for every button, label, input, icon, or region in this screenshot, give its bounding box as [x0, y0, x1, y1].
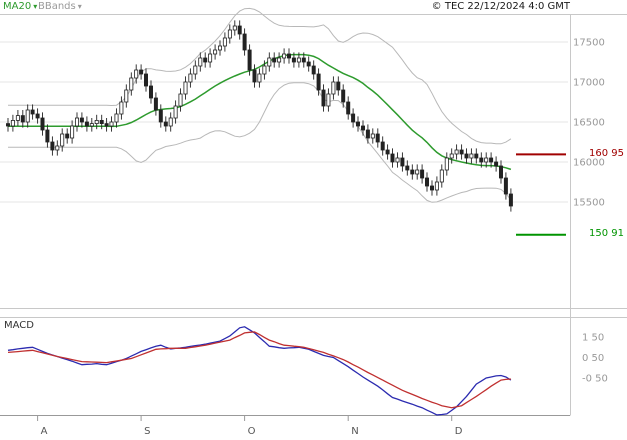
month-tick-label: S: [144, 426, 150, 437]
price-gridlines: [0, 41, 568, 203]
panel-borders: [0, 14, 627, 416]
month-tick-label: A: [41, 426, 48, 437]
macd-signal-line: [7, 331, 511, 409]
chevron-down-icon: ▾: [33, 2, 38, 11]
macd-tick-label: 1 50: [582, 333, 604, 344]
price-tick-label: 16500: [573, 118, 605, 129]
price-tick-label: 16000: [573, 158, 605, 169]
month-tick-label: D: [455, 426, 463, 437]
price-tick-label: 15500: [573, 198, 605, 209]
ma20-selector[interactable]: MA20 ▾: [3, 1, 37, 13]
ma20-label: MA20: [3, 1, 32, 12]
copyright-timestamp: © TEC 22/12/2024 4:0 GMT: [431, 1, 570, 12]
macd-axis-labels: 1 50 0 50 -0 50: [582, 333, 608, 385]
month-tick-label: O: [248, 426, 256, 437]
indicator-toolbar: MA20 ▾ BBands ▾ © TEC 22/12/2024 4:0 GMT: [0, 0, 627, 14]
macd-macd-line: [7, 326, 512, 416]
chevron-down-icon: ▾: [77, 2, 82, 11]
support-level-label: 150 91: [589, 228, 624, 239]
bollinger-lower-band: [8, 82, 512, 203]
price-tick-label: 17000: [573, 78, 605, 89]
macd-tick-label: 0 50: [582, 353, 604, 364]
month-tick-label: N: [351, 426, 358, 437]
bollinger-upper-band: [8, 7, 512, 145]
macd-panel-label: MACD: [4, 320, 34, 331]
price-axis-labels: 17500 17000 16500 16000 15500: [573, 38, 605, 209]
price-tick-label: 17500: [573, 38, 605, 49]
bbands-label: BBands: [38, 1, 76, 12]
candlestick-series: [6, 20, 513, 212]
bbands-selector[interactable]: BBands ▾: [38, 1, 82, 13]
resistance-level-label: 160 95: [589, 148, 624, 159]
macd-tick-label: -0 50: [582, 374, 608, 385]
